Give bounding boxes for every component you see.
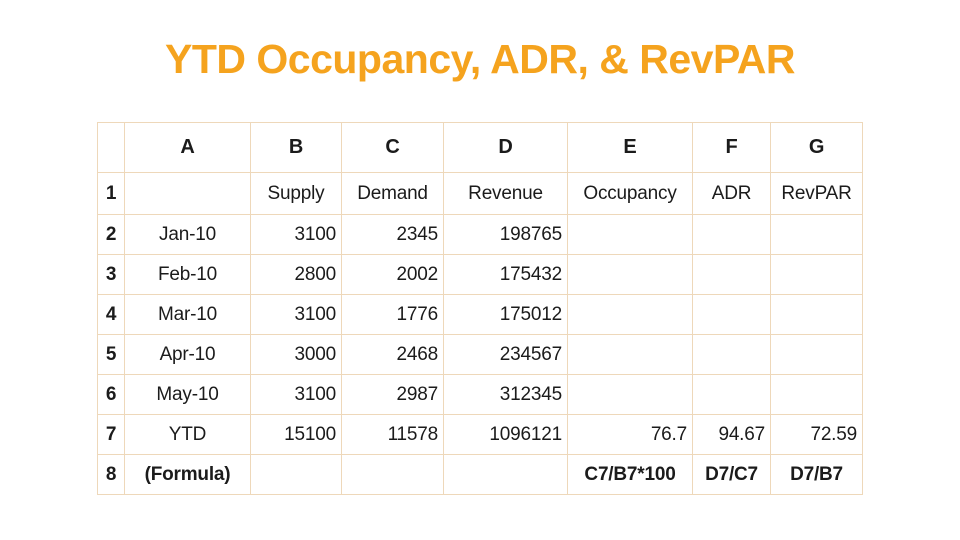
cell-g1-revpar-header: RevPAR (771, 173, 863, 215)
row-number-8: 8 (98, 455, 125, 495)
cell-d3: 175432 (444, 255, 568, 295)
cell-b1-supply-header: Supply (251, 173, 342, 215)
cell-d1-revenue-header: Revenue (444, 173, 568, 215)
cell-e3 (568, 255, 693, 295)
cell-g6 (771, 375, 863, 415)
cell-a6: May-10 (125, 375, 251, 415)
cell-e8-occupancy-formula: C7/B7*100 (568, 455, 693, 495)
cell-f7-adr-value: 94.67 (693, 415, 771, 455)
cell-g3 (771, 255, 863, 295)
cell-e2 (568, 215, 693, 255)
cell-a3: Feb-10 (125, 255, 251, 295)
cell-c7: 11578 (342, 415, 444, 455)
cell-e6 (568, 375, 693, 415)
cell-f3 (693, 255, 771, 295)
cell-d6: 312345 (444, 375, 568, 415)
cell-c5: 2468 (342, 335, 444, 375)
cell-f5 (693, 335, 771, 375)
cell-c3: 2002 (342, 255, 444, 295)
slide-title: YTD Occupancy, ADR, & RevPAR (165, 36, 796, 82)
cell-g7-revpar-value: 72.59 (771, 415, 863, 455)
row-number-5: 5 (98, 335, 125, 375)
column-letter-g: G (771, 123, 863, 173)
cell-c4: 1776 (342, 295, 444, 335)
column-letter-e: E (568, 123, 693, 173)
column-letter-c: C (342, 123, 444, 173)
cell-d7: 1096121 (444, 415, 568, 455)
cell-g4 (771, 295, 863, 335)
cell-f4 (693, 295, 771, 335)
row-number-1: 1 (98, 173, 125, 215)
cell-e1-occupancy-header: Occupancy (568, 173, 693, 215)
cell-a7-ytd: YTD (125, 415, 251, 455)
column-letter-a: A (125, 123, 251, 173)
cell-a2: Jan-10 (125, 215, 251, 255)
cell-a1 (125, 173, 251, 215)
cell-f6 (693, 375, 771, 415)
row-number-3: 3 (98, 255, 125, 295)
column-letter-d: D (444, 123, 568, 173)
cell-b5: 3000 (251, 335, 342, 375)
cell-b8 (251, 455, 342, 495)
cell-c8 (342, 455, 444, 495)
column-letter-f: F (693, 123, 771, 173)
cell-e7-occupancy-value: 76.7 (568, 415, 693, 455)
cell-c1-demand-header: Demand (342, 173, 444, 215)
cell-f8-adr-formula: D7/C7 (693, 455, 771, 495)
column-letter-b: B (251, 123, 342, 173)
row-number-7: 7 (98, 415, 125, 455)
spreadsheet-table: A B C D E F G 1 Supply Demand Revenue Oc… (97, 122, 863, 495)
row-number-6: 6 (98, 375, 125, 415)
cell-a8-formula-label: (Formula) (125, 455, 251, 495)
cell-b6: 3100 (251, 375, 342, 415)
cell-b4: 3100 (251, 295, 342, 335)
cell-c2: 2345 (342, 215, 444, 255)
cell-a5: Apr-10 (125, 335, 251, 375)
cell-e4 (568, 295, 693, 335)
cell-g2 (771, 215, 863, 255)
row-number-2: 2 (98, 215, 125, 255)
cell-b7: 15100 (251, 415, 342, 455)
cell-d4: 175012 (444, 295, 568, 335)
cell-d2: 198765 (444, 215, 568, 255)
cell-e5 (568, 335, 693, 375)
cell-d5: 234567 (444, 335, 568, 375)
cell-d8 (444, 455, 568, 495)
cell-g8-revpar-formula: D7/B7 (771, 455, 863, 495)
cell-f1-adr-header: ADR (693, 173, 771, 215)
cell-a4: Mar-10 (125, 295, 251, 335)
corner-cell (98, 123, 125, 173)
cell-g5 (771, 335, 863, 375)
cell-c6: 2987 (342, 375, 444, 415)
cell-b3: 2800 (251, 255, 342, 295)
cell-b2: 3100 (251, 215, 342, 255)
cell-f2 (693, 215, 771, 255)
row-number-4: 4 (98, 295, 125, 335)
